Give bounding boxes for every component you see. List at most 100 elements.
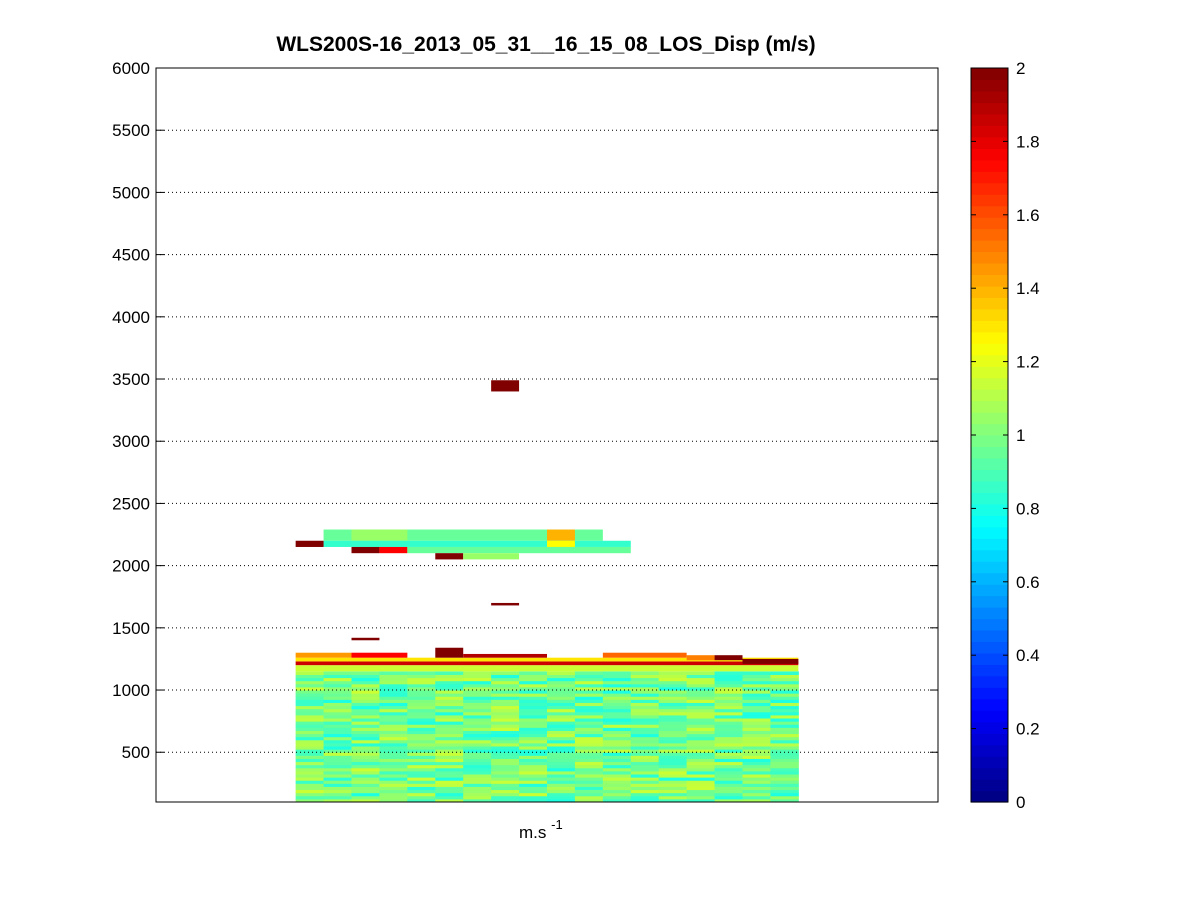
data-cell	[742, 764, 771, 769]
data-cell	[714, 686, 743, 691]
data-cell	[407, 736, 436, 741]
x-axis-label-superscript: -1	[551, 817, 563, 832]
data-cell	[630, 677, 660, 682]
data-cell	[770, 677, 799, 682]
data-cell	[630, 792, 660, 797]
data-cell	[658, 699, 688, 703]
data-cell	[323, 733, 352, 738]
x-axis-label: m.s -1	[519, 817, 563, 842]
data-cell	[686, 786, 716, 791]
data-cell-feature	[491, 602, 520, 606]
data-cell	[435, 702, 464, 707]
data-cell	[742, 696, 771, 700]
data-cell	[574, 705, 604, 710]
colorbar-swatch	[971, 756, 1008, 769]
data-cell	[658, 680, 688, 685]
data-cell	[630, 777, 660, 781]
data-cell	[407, 718, 436, 722]
data-cell	[686, 783, 716, 787]
data-cell	[491, 727, 520, 731]
data-cell	[351, 721, 380, 725]
colorbar-tick-label: 1.8	[1016, 132, 1040, 151]
data-cell	[630, 708, 660, 713]
data-cell	[602, 677, 632, 682]
data-cell	[658, 798, 688, 803]
data-cell	[547, 752, 576, 756]
data-cell	[295, 777, 325, 781]
data-cell	[630, 761, 660, 766]
colorbar-swatch	[971, 435, 1008, 448]
data-cell	[686, 774, 716, 778]
data-cell	[742, 671, 771, 675]
data-cell	[547, 742, 576, 747]
data-cell	[323, 767, 352, 772]
data-cell	[770, 680, 799, 685]
data-cell	[407, 761, 436, 766]
data-cell	[323, 693, 352, 697]
data-cell	[407, 705, 436, 710]
colorbar-swatch	[971, 664, 1008, 677]
data-cell	[658, 677, 688, 682]
data-cell	[630, 671, 660, 675]
data-cell	[658, 758, 688, 763]
data-cell	[463, 749, 492, 753]
data-cell	[686, 721, 716, 725]
data-cell	[602, 795, 632, 800]
data-cell	[295, 761, 325, 766]
data-cell	[407, 733, 436, 738]
data-cell	[770, 780, 799, 784]
colorbar-swatch	[971, 687, 1008, 700]
data-cell	[435, 693, 464, 697]
data-cell	[519, 795, 548, 800]
data-cell	[686, 693, 716, 697]
data-cell	[435, 752, 464, 756]
data-cell	[630, 749, 660, 753]
data-cell	[602, 777, 632, 781]
data-cell	[714, 724, 743, 728]
data-cell	[714, 674, 743, 679]
data-cell	[658, 736, 688, 741]
colorbar-swatch	[971, 698, 1008, 711]
data-cell	[686, 686, 716, 691]
y-tick-label: 4000	[112, 308, 150, 327]
colorbar-swatch	[971, 320, 1008, 333]
data-cell	[658, 683, 688, 688]
data-cell	[742, 736, 771, 741]
data-cell	[407, 774, 436, 778]
data-cell	[407, 674, 436, 679]
data-cell	[547, 686, 576, 691]
data-cell	[379, 746, 408, 750]
data-cell	[351, 739, 380, 744]
data-cell	[658, 786, 688, 791]
data-cell	[714, 683, 743, 688]
data-cell	[323, 677, 352, 682]
data-cell	[686, 696, 716, 700]
data-cell	[351, 752, 380, 756]
data-cell	[686, 699, 716, 703]
data-cell	[435, 767, 464, 772]
data-cell	[351, 749, 380, 753]
colorbar-tick-label: 1	[1016, 426, 1025, 445]
data-cell	[770, 798, 799, 803]
data-cell	[295, 742, 325, 747]
data-cell	[686, 705, 716, 710]
data-cell	[574, 774, 604, 778]
data-cell	[323, 795, 352, 800]
data-cell	[686, 742, 716, 747]
data-cell	[742, 730, 771, 735]
data-cell	[770, 736, 799, 741]
data-cell	[463, 786, 492, 791]
data-cell	[463, 699, 492, 703]
data-cell	[295, 686, 325, 691]
data-cell	[547, 727, 576, 731]
data-cell	[351, 795, 380, 800]
data-cell	[630, 755, 660, 759]
data-cell	[602, 718, 632, 722]
data-cell-feature	[295, 665, 799, 672]
data-cell-feature	[323, 540, 631, 547]
data-cell	[547, 758, 576, 763]
data-cell	[323, 742, 352, 747]
data-cell	[435, 746, 464, 750]
data-cell	[351, 730, 380, 735]
data-cell	[742, 752, 771, 756]
